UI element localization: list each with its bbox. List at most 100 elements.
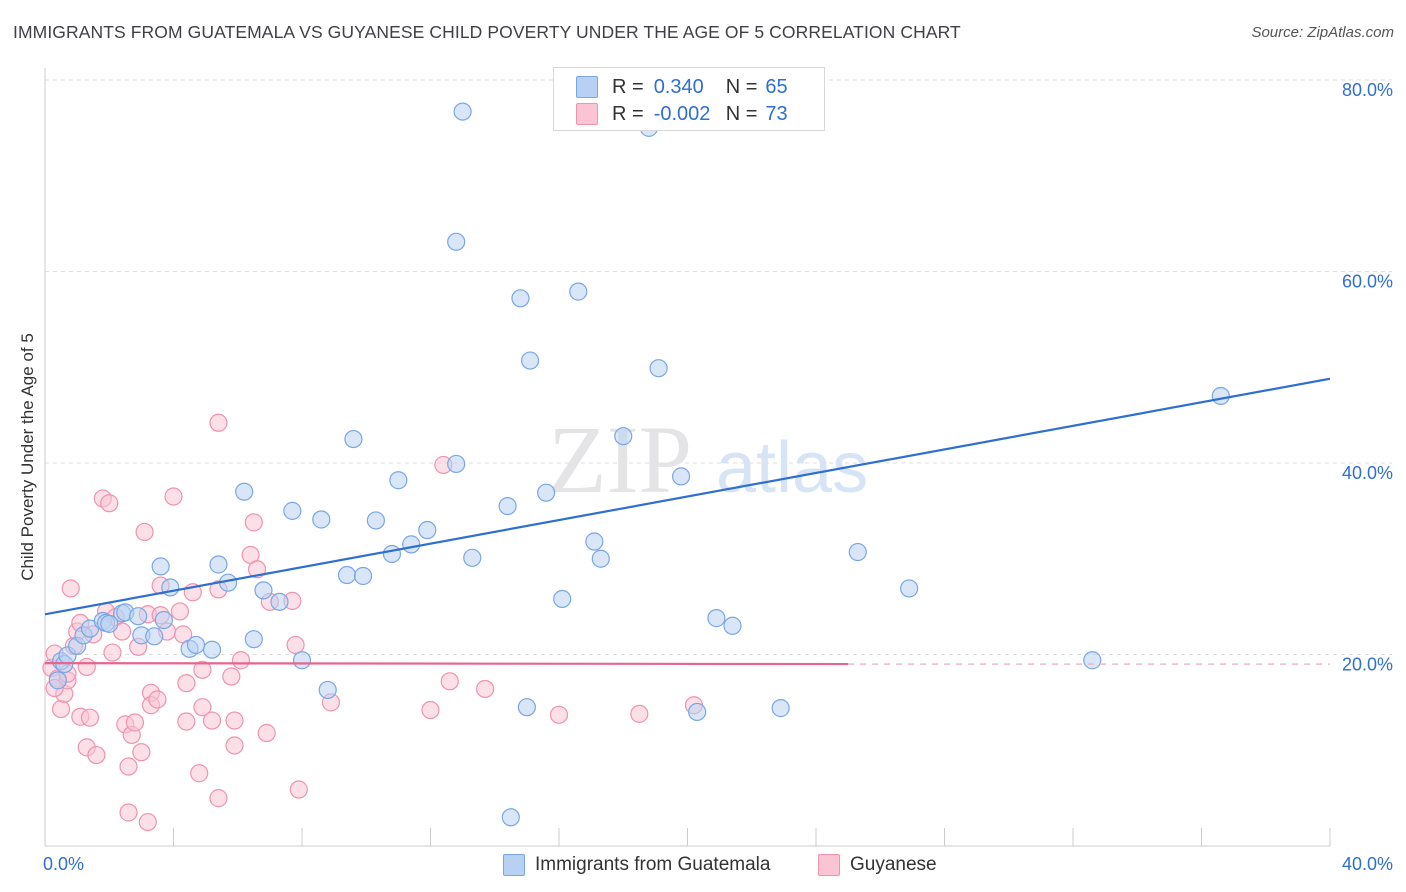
guyanese-point [222,667,241,686]
guyanese-point [125,713,145,732]
guatemala-point [292,651,312,670]
guatemala-point [389,471,408,490]
guatemala-point [129,607,148,626]
legend-r-value-guyanese: -0.002 [653,102,711,125]
guatemala-point [186,635,206,655]
guyanese-point [630,704,649,723]
bottom-legend-swatch-pink [818,854,840,876]
guatemala-point [553,589,572,609]
guyanese-point [80,708,100,727]
guatemala-point [151,557,170,576]
guyanese-point [244,513,263,532]
x-tick-label: 40.0% [1342,854,1393,874]
guatemala-point [900,579,919,598]
guatemala-point [235,482,254,501]
bottom-legend-guatemala: Immigrants from Guatemala [503,852,770,878]
guatemala-point [312,510,331,529]
y-tick-label: 60.0% [1342,272,1393,292]
legend-r-label: R = [612,75,644,98]
axes [44,68,1331,847]
legend-n-value-guatemala: 65 [765,75,788,98]
stats-legend: R = 0.340 N = 65 R = -0.002 N = 73 [553,67,825,131]
guyanese-point [193,660,212,679]
guatemala-point [402,535,421,554]
guatemala-point [520,351,540,370]
bottom-legend-guyanese: Guyanese [818,852,937,878]
guatemala-point [501,808,520,827]
guatemala-point [649,359,668,378]
guyanese-point [177,674,196,693]
guatemala-point [447,454,466,474]
guyanese-point [51,699,71,719]
guatemala-point [463,548,482,567]
y-tick-label: 80.0% [1342,80,1393,100]
trend-lines [44,377,1331,666]
guyanese-point [77,657,96,677]
guyanese-point [138,812,157,832]
legend-r-value-guatemala: 0.340 [653,75,704,98]
guyanese-point [231,651,251,670]
y-tick-label: 40.0% [1342,463,1393,483]
guatemala-point [591,549,610,568]
guatemala-point [511,289,530,308]
legend-swatch-pink [576,103,598,125]
guyanese-point [87,745,106,765]
guatemala-point [382,544,402,564]
bottom-legend-label-guatemala: Immigrants from Guatemala [535,854,771,875]
guyanese-point [193,698,212,717]
guyanese-point [148,690,167,709]
guyanese-point [135,522,154,542]
guatemala-point [447,232,466,251]
guatemala-point [100,614,119,633]
chart-title: IMMIGRANTS FROM GUATEMALA VS GUYANESE CH… [13,22,961,42]
guyanese-point [103,643,122,662]
guatemala-point [318,680,337,700]
guatemala-point [517,698,536,717]
guyanese-point [164,487,183,506]
guatemala-point [498,496,517,516]
guatemala-point [848,542,867,562]
watermark-zip: ZIP [548,406,692,513]
guatemala-point [353,566,373,586]
guyanese-point [225,736,244,755]
guyanese-point [289,780,308,799]
bottom-legend-label-guyanese: Guyanese [850,854,937,875]
series-guyanese-points [42,413,704,832]
guatemala-point [585,532,604,551]
guyanese-point [132,743,151,762]
legend-n-value-guyanese: 73 [765,102,788,125]
x-tick-label: 0.0% [43,854,84,874]
guatemala-point [337,565,357,585]
y-tick-label: 20.0% [1342,655,1393,675]
guatemala-point [48,671,67,690]
guatemala-point [283,501,302,520]
guatemala-point [1083,651,1102,670]
guatemala-point [270,592,289,611]
guyanese-point [202,711,222,730]
guatemala-point [1211,386,1230,406]
bottom-legend-swatch-blue [503,854,525,876]
trend-line-guatemala [44,377,1331,616]
guatemala-point [244,630,263,649]
guatemala-point [418,520,437,540]
guatemala-point [671,467,691,486]
guyanese-point [170,602,190,621]
legend-n-label: N = [725,75,758,98]
legend-row-guyanese: R = -0.002 N = 73 [576,101,788,127]
guyanese-point [257,723,276,743]
guyanese-point [100,494,119,513]
guatemala-point [344,429,363,449]
guatemala-point [209,555,228,574]
guatemala-point [537,483,556,502]
guatemala-point [254,581,273,600]
guyanese-point [119,803,138,822]
guyanese-point [440,672,459,691]
legend-n-label: N = [725,102,758,125]
gridlines [45,79,1392,655]
legend-r-label: R = [612,102,644,125]
legend-swatch-blue [576,76,598,98]
guatemala-point [707,609,726,628]
guatemala-point [569,282,588,301]
guyanese-point [549,705,569,724]
guyanese-point [209,789,228,808]
